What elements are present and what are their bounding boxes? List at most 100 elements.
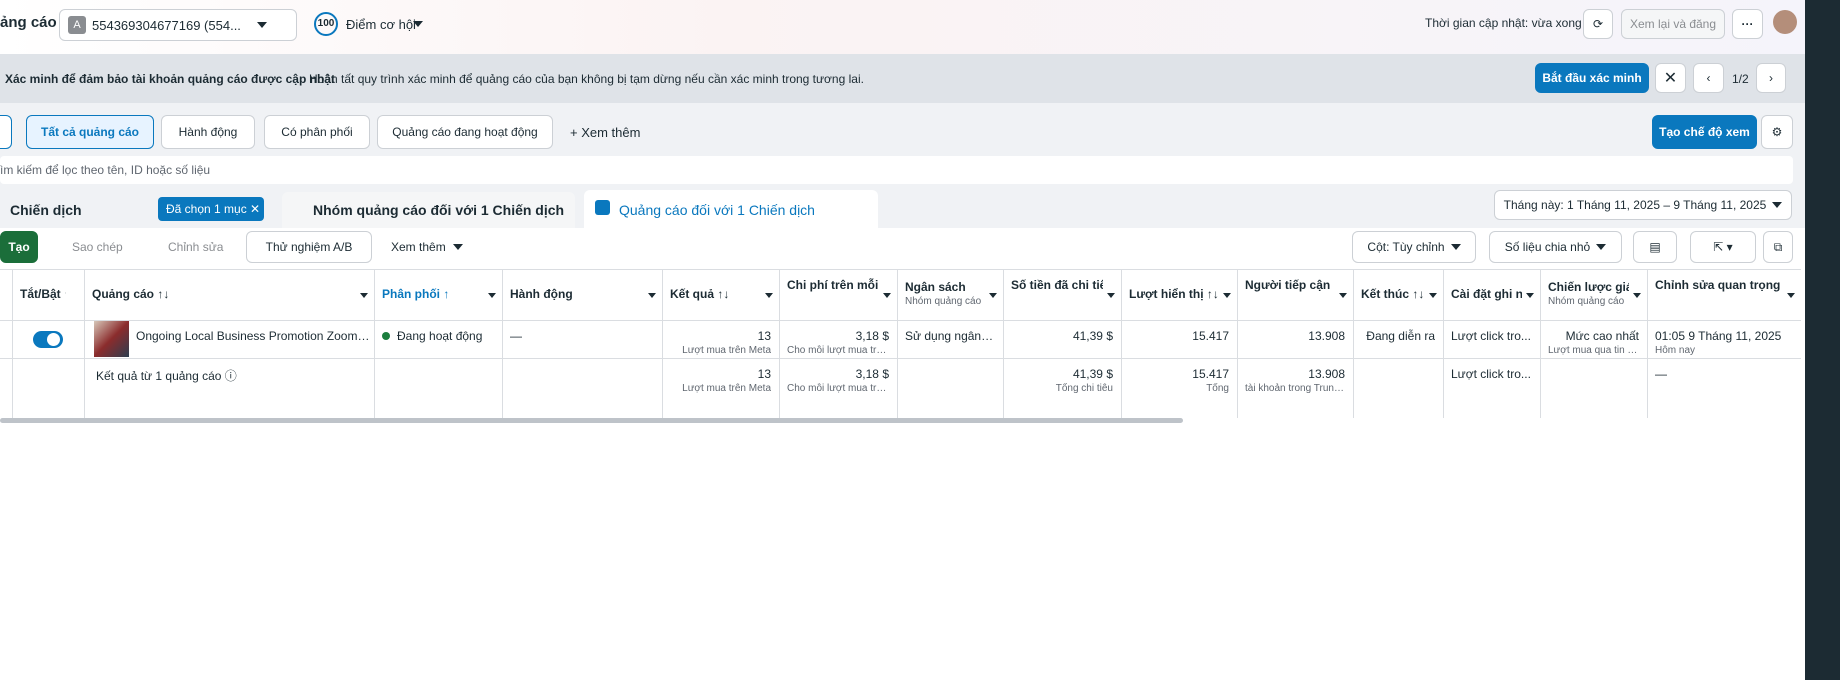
column-caret[interactable] <box>1633 293 1641 298</box>
column-header[interactable]: Chỉnh sửa quan trọng gần đây nhất <box>1655 278 1783 292</box>
cell-sub: Cho mỗi lượt mua trê... <box>787 383 889 394</box>
cell: 3,18 $ <box>855 329 889 343</box>
column-border <box>1540 270 1541 418</box>
cell: Lượt click tro... <box>1451 329 1531 343</box>
filter-button[interactable]: Hành động <box>161 115 255 149</box>
column-caret[interactable] <box>989 293 997 298</box>
prev[interactable]: ‹ <box>1693 63 1724 93</box>
column-border <box>1121 270 1122 418</box>
selected-badge[interactable]: Đã chọn 1 mục ✕ <box>158 197 264 221</box>
cell: Ongoing Local Business Promotion Zoom T.… <box>136 329 370 343</box>
filter-button[interactable]: Có phân phối <box>264 115 370 149</box>
close[interactable]: ✕ <box>1655 63 1686 93</box>
refresh[interactable]: ⟳ <box>1583 9 1613 39</box>
column-header[interactable]: Người tiếp cận ↑↓ <box>1245 278 1335 292</box>
column-header[interactable]: Chiến lược giá thầu <box>1548 280 1629 294</box>
tab-adsets[interactable] <box>282 192 575 228</box>
column-header[interactable]: Kết thúc ↑↓ <box>1361 287 1425 301</box>
score: 100 <box>314 12 338 36</box>
more-filters[interactable]: + Xem thêm <box>570 125 641 140</box>
ab-test[interactable]: Thử nghiệm A/B <box>246 231 372 263</box>
avatar[interactable] <box>1773 10 1797 34</box>
opportunity[interactable]: Điểm cơ hội <box>346 17 416 32</box>
review[interactable]: Xem lại và đăng <box>1621 9 1725 39</box>
cell: Đang hoạt động <box>397 329 483 343</box>
table: Tắt/Bật ↑↓ Quảng cáo ↑↓ Phân phối ↑ Hành độ… <box>0 269 1801 418</box>
toggle-knob <box>47 333 60 346</box>
reports[interactable]: ▤ <box>1633 231 1677 263</box>
header-bg <box>0 0 1805 54</box>
column-header[interactable]: Tắt/Bật ↑↓ <box>20 287 66 301</box>
scrollbar[interactable] <box>0 418 1183 423</box>
column-header[interactable]: Số tiền đã chi tiêu ↑↓ <box>1011 278 1103 292</box>
column-header[interactable]: Phân phối ↑ <box>382 287 450 301</box>
column-caret[interactable] <box>648 293 656 298</box>
more[interactable]: ··· <box>1732 9 1763 39</box>
cell-sub: Hôm nay <box>1655 345 1696 356</box>
account-selector[interactable]: A 554369304677169 (554... <box>59 9 297 41</box>
caret <box>1772 202 1783 208</box>
cell: 01:05 9 Tháng 11, 2025 <box>1655 329 1782 343</box>
actions-more[interactable]: Xem thêm <box>391 240 446 254</box>
next[interactable]: › <box>1756 63 1786 93</box>
column-caret[interactable] <box>1339 293 1347 298</box>
cell: 13 <box>757 329 771 343</box>
date-label: Tháng này: 1 Tháng 11, 2025 – 9 Tháng 11… <box>1503 198 1767 212</box>
updated: Thời gian cập nhật: vừa xong <box>1425 16 1582 30</box>
column-header[interactable]: Kết quả ↑↓ <box>670 287 730 301</box>
column-border <box>374 270 375 418</box>
breakdown[interactable]: Số liệu chia nhỏ <box>1489 231 1622 263</box>
create-view[interactable]: Tạo chế độ xem <box>1652 115 1757 149</box>
column-caret[interactable] <box>1107 293 1115 298</box>
pager: 1/2 <box>1732 72 1749 86</box>
column-border <box>1003 270 1004 418</box>
column-caret[interactable] <box>765 293 773 298</box>
tab-campaign[interactable]: Chiến dịch <box>10 202 82 218</box>
column-header[interactable]: Lượt hiển thị ↑↓ <box>1129 287 1219 301</box>
column-header[interactable]: Chi phí trên mỗi kết quả ↑↓ <box>787 278 879 292</box>
column-header[interactable]: Cài đặt ghi nhận <box>1451 287 1522 301</box>
column-border <box>1353 270 1354 418</box>
cell: 13 <box>757 367 771 381</box>
column-caret[interactable] <box>1429 293 1437 298</box>
caret <box>1450 244 1461 250</box>
cell-sub: Lượt mua trên Meta <box>682 345 771 356</box>
banner-text: Hoàn tất quy trình xác minh để quảng cáo… <box>309 72 864 86</box>
create[interactable]: Tạo <box>0 231 38 263</box>
charts[interactable]: ⧉ <box>1763 231 1793 263</box>
edit[interactable]: Chỉnh sửa <box>168 240 224 254</box>
cell-sub: Lượt mua trên Meta <box>682 383 771 394</box>
cell: Sử dụng ngân s... <box>905 329 995 343</box>
tab-ads[interactable] <box>584 190 878 228</box>
column-caret[interactable] <box>1223 293 1231 298</box>
copy[interactable]: Sao chép <box>72 240 123 254</box>
column-caret[interactable] <box>1787 293 1795 298</box>
verify[interactable]: Bắt đầu xác minh <box>1535 63 1649 93</box>
column-caret[interactable] <box>883 293 891 298</box>
tab-ads-label: Quảng cáo đối với 1 Chiến dịch <box>619 202 815 218</box>
search[interactable] <box>0 156 1793 184</box>
more-label: Xem thêm <box>581 125 641 140</box>
date-picker[interactable]: Tháng này: 1 Tháng 11, 2025 – 9 Tháng 11… <box>1494 190 1792 220</box>
column-header[interactable]: Quảng cáo ↑↓ <box>92 287 170 301</box>
filter-button[interactable]: Tất cả quảng cáo <box>26 115 154 149</box>
search-placeholder: ìm kiếm để lọc theo tên, ID hoặc số liệu <box>0 163 211 177</box>
account-name: 554369304677169 (554... <box>92 17 241 33</box>
column-border <box>1443 270 1444 418</box>
columns-label: Cột: Tùy chỉnh <box>1367 240 1445 254</box>
partial-button[interactable] <box>0 115 12 149</box>
cell: 13.908 <box>1308 329 1345 343</box>
column-border <box>502 270 503 418</box>
columns[interactable]: Cột: Tùy chỉnh <box>1352 231 1476 263</box>
cell: 41,39 $ <box>1072 367 1113 381</box>
column-caret[interactable] <box>360 293 368 298</box>
column-caret[interactable] <box>488 293 496 298</box>
export[interactable]: ⇱ ▾ <box>1690 231 1756 263</box>
filter-button[interactable]: Quảng cáo đang hoạt động <box>377 115 553 149</box>
column-header[interactable]: Ngân sách <box>905 280 966 294</box>
view-settings[interactable]: ⚙ <box>1761 115 1793 149</box>
column-header[interactable]: Hành động <box>510 287 573 301</box>
column-caret[interactable] <box>1526 293 1534 298</box>
sidebar <box>1805 0 1840 680</box>
caret <box>453 244 463 250</box>
